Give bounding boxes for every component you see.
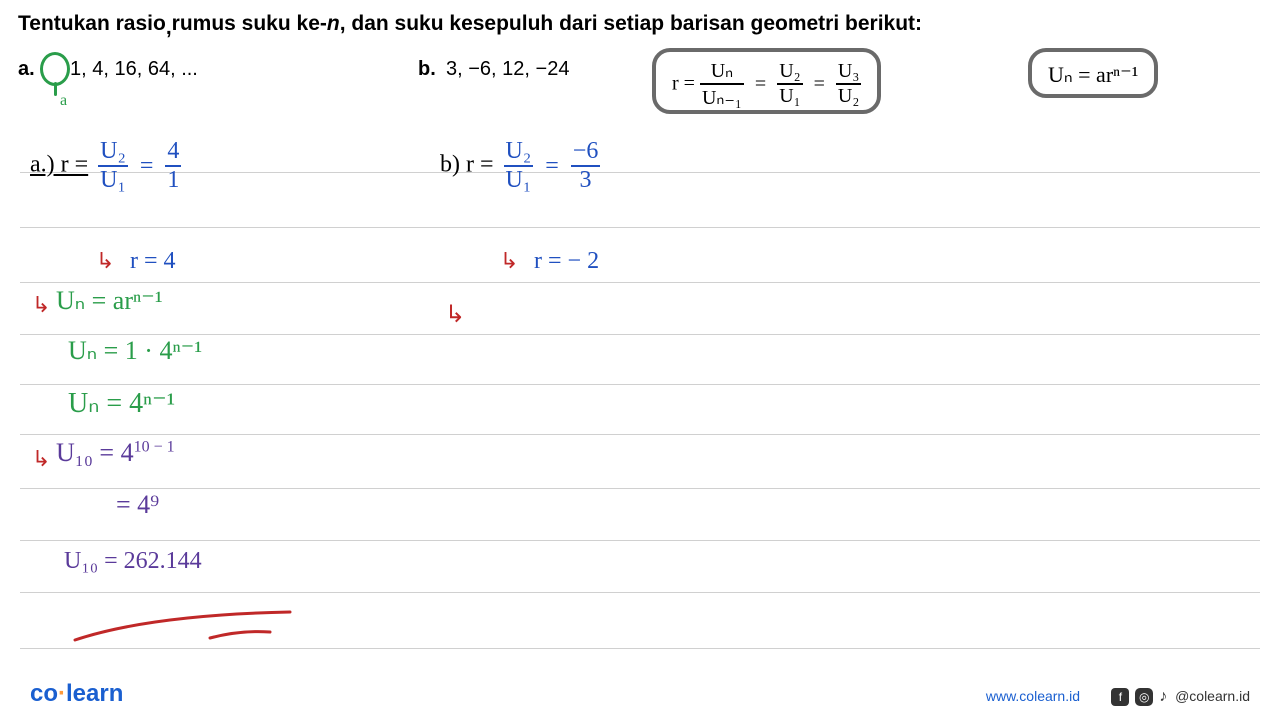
rule-line	[20, 488, 1260, 489]
rule-line	[20, 172, 1260, 173]
arrow-b1: ↳	[500, 248, 518, 274]
part-b-sequence: 3, −6, 12, −24	[446, 58, 569, 81]
work-a-u10-2: = 4⁹	[116, 490, 159, 520]
un-formula: Uₙ = arⁿ⁻¹	[1048, 62, 1138, 87]
ruled-paper	[0, 128, 1280, 668]
title-text: Tentukan rasio,rumus suku ke-n, dan suku…	[18, 12, 922, 35]
rule-line	[20, 434, 1260, 435]
work-b-r-result: r = − 2	[534, 248, 599, 275]
footer-url: www.colearn.id	[986, 688, 1080, 704]
work-a-un2: Uₙ = 1 · 4ⁿ⁻¹	[68, 336, 202, 366]
work-a-u10-1: U₁₀ = 410 − 1	[56, 438, 175, 468]
rule-line	[20, 282, 1260, 283]
footer-socials: f ◎ ♪ @colearn.id	[1111, 688, 1250, 706]
rule-line	[20, 592, 1260, 593]
work-a-r-result: r = 4	[130, 248, 176, 275]
frac-u3u2: U₃ U₂	[836, 60, 861, 108]
rule-line	[20, 334, 1260, 335]
footer-handle: @colearn.id	[1175, 688, 1250, 704]
question-title: Tentukan rasio,rumus suku ke-n, dan suku…	[18, 12, 922, 36]
work-b-r-setup: b) r = U₂ U₁ = −6 3	[440, 138, 600, 194]
work-a-r-setup: a.) r = U₂ U₁ = 4 1	[30, 138, 181, 194]
eq1: =	[755, 73, 766, 95]
part-a-sequence: 1, 4, 16, 64, ...	[70, 58, 198, 81]
arrow-a2: ↳	[32, 292, 50, 318]
arrow-a3: ↳	[32, 446, 50, 472]
frac-u2u1: U₂ U₁	[777, 60, 802, 108]
logo: co·learn	[30, 680, 123, 708]
arrow-b2: ↳	[445, 300, 465, 329]
rule-line	[20, 384, 1260, 385]
arrow-a1: ↳	[96, 248, 114, 274]
letter-a-annotation: a	[60, 92, 67, 110]
work-a-u10-3: U₁₀ = 262.144	[64, 548, 202, 575]
part-a-label: a.	[18, 58, 35, 81]
tiktok-icon: ♪	[1159, 688, 1167, 705]
circle-tail	[54, 82, 57, 96]
r-eq: r =	[672, 73, 695, 95]
red-underline-swoosh	[70, 610, 310, 660]
rule-line	[20, 227, 1260, 228]
formula-box-ratio: r = Uₙ Uₙ₋₁ = U₂ U₁ = U₃ U₂	[652, 48, 881, 114]
work-a-un1: Uₙ = arⁿ⁻¹	[56, 286, 163, 316]
footer: co·learn www.colearn.id f ◎ ♪ @colearn.i…	[0, 678, 1280, 708]
eq2: =	[814, 73, 825, 95]
part-b-label: b.	[418, 58, 436, 81]
rule-line	[20, 540, 1260, 541]
formula-box-un: Uₙ = arⁿ⁻¹	[1028, 48, 1158, 98]
facebook-icon: f	[1111, 688, 1129, 706]
instagram-icon: ◎	[1135, 688, 1153, 706]
work-a-un3: Uₙ = 4ⁿ⁻¹	[68, 386, 175, 420]
frac-un: Uₙ Uₙ₋₁	[700, 58, 744, 110]
circle-annotation	[40, 52, 70, 86]
